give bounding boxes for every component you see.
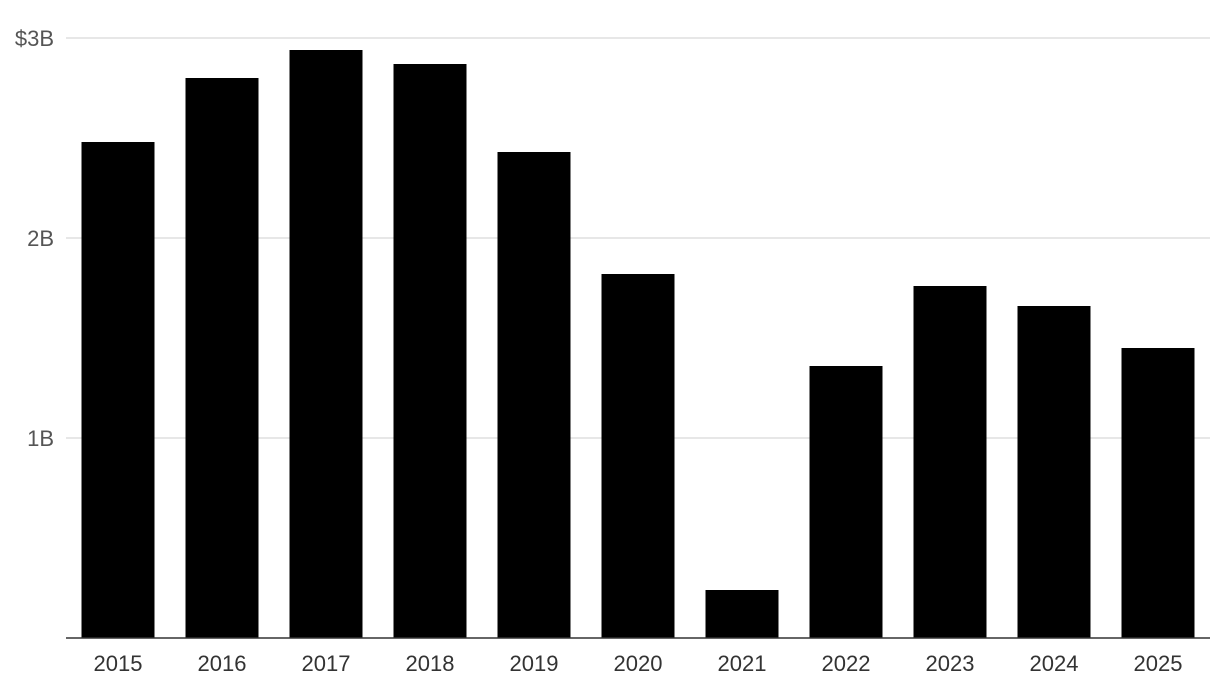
- bar-2015: [81, 142, 155, 638]
- bar-2023: [913, 286, 987, 638]
- bar-2022: [809, 366, 883, 638]
- bar-2017: [289, 50, 363, 638]
- x-tick-label-2025: 2025: [1134, 651, 1183, 676]
- bar-2024: [1017, 306, 1091, 638]
- y-tick-label: $3B: [15, 26, 54, 51]
- x-tick-label-2022: 2022: [822, 651, 871, 676]
- x-tick-label-2015: 2015: [94, 651, 143, 676]
- bar-2016: [185, 78, 259, 638]
- x-tick-label-2024: 2024: [1030, 651, 1079, 676]
- x-tick-label-2016: 2016: [198, 651, 247, 676]
- x-tick-label-2019: 2019: [510, 651, 559, 676]
- x-tick-label-2018: 2018: [406, 651, 455, 676]
- bar-2020: [601, 274, 675, 638]
- y-axis-tick-labels: 1B 2B $3B: [15, 26, 54, 451]
- bars: [81, 50, 1195, 638]
- bar-2019: [497, 152, 571, 638]
- bar-2018: [393, 64, 467, 638]
- x-tick-label-2021: 2021: [718, 651, 767, 676]
- y-tick-label: 1B: [27, 426, 54, 451]
- x-tick-label-2017: 2017: [302, 651, 351, 676]
- bar-2021: [705, 590, 779, 638]
- x-tick-label-2020: 2020: [614, 651, 663, 676]
- x-tick-label-2023: 2023: [926, 651, 975, 676]
- y-tick-label: 2B: [27, 226, 54, 251]
- x-axis-category-labels: 2015 2016 2017 2018 2019 2020 2021 2022 2023 2024…: [94, 651, 1183, 676]
- bar-2025: [1121, 348, 1195, 638]
